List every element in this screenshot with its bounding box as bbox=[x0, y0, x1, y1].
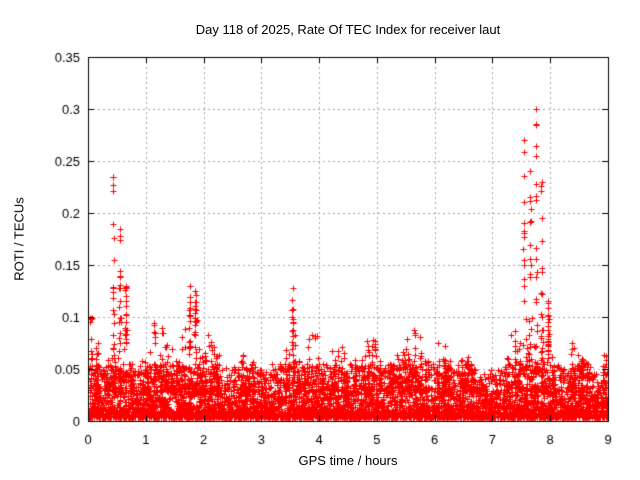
x-axis-label: GPS time / hours bbox=[298, 453, 398, 468]
chart-title: Day 118 of 2025, Rate Of TEC Index for r… bbox=[195, 22, 501, 37]
y-axis-label: ROTI / TECUs bbox=[11, 197, 27, 281]
